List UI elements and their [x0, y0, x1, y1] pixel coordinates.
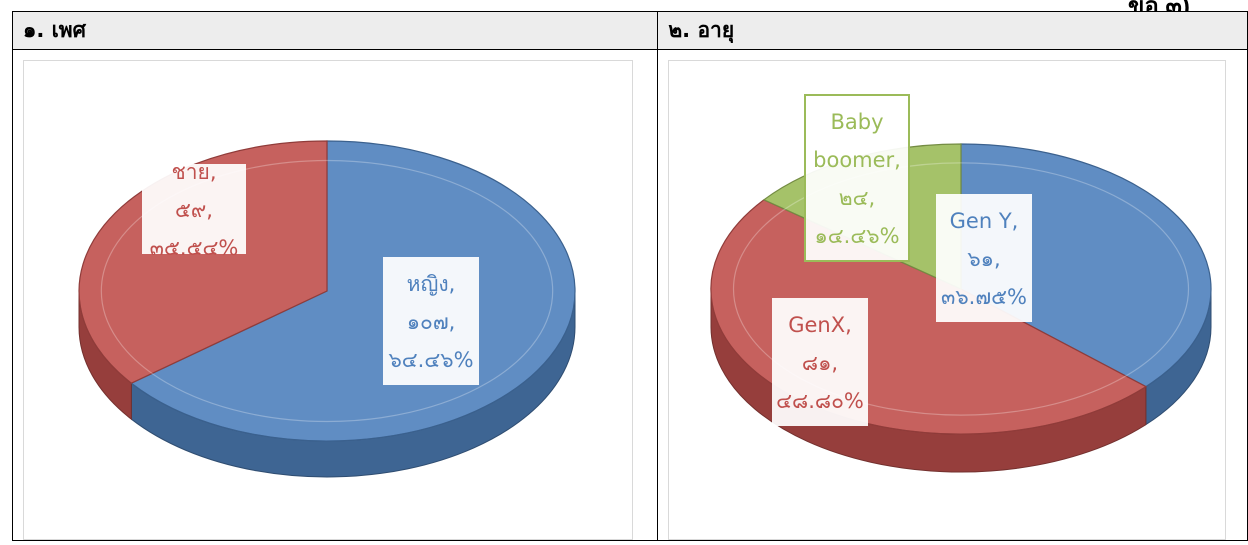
data-label-line: ๓๖.๗๕%: [941, 285, 1027, 309]
gender-pie-chart: หญิง, ๑๐๗, ๖๔.๔๖% ชาย, ๕๙, ๓๕.๕๔%: [78, 140, 576, 478]
pie-bevel-ring: [733, 162, 1190, 416]
data-label-box: [804, 94, 911, 262]
data-label-line: หญิง,: [407, 272, 456, 296]
data-label-line: ๑๐๗,: [407, 310, 456, 334]
pie-slice-1: [78, 140, 328, 384]
data-label-line: ๔๘.๘๐%: [776, 389, 864, 413]
age-chart-frame: Gen Y, ๖๑, ๓๖.๗๕% GenX, ๘๑, ๔๘.๘๐% Baby boomer,…: [668, 60, 1227, 540]
data-label-0: หญิง, ๑๐๗, ๖๔.๔๖%: [383, 257, 479, 385]
data-label-0: Gen Y, ๖๑, ๓๖.๗๕%: [936, 194, 1033, 322]
gender-cell: หญิง, ๑๐๗, ๖๔.๔๖% ชาย, ๕๙, ๓๕.๕๔%: [11, 49, 659, 541]
gender-chart-frame: หญิง, ๑๐๗, ๖๔.๔๖% ชาย, ๕๙, ๓๕.๕๔%: [23, 60, 633, 540]
data-label-line: ๖๑,: [968, 247, 1001, 271]
heading-age: ๒. อายุ: [657, 11, 1248, 50]
data-label-line: GenX,: [789, 313, 853, 337]
data-label-line: boomer,: [813, 148, 901, 172]
pie-bevel-ring: [100, 159, 554, 423]
data-label-2: Baby boomer, ๒๔, ๑๔.๔๖%: [804, 94, 911, 262]
data-label-line: ๒๔,: [839, 186, 875, 210]
data-label-line: ชาย,: [171, 160, 216, 184]
heading-gender: ๑. เพศ: [11, 11, 659, 50]
data-label-line: Baby: [831, 110, 884, 134]
age-pie-chart: Gen Y, ๖๑, ๓๖.๗๕% GenX, ๘๑, ๔๘.๘๐% Baby boomer,…: [710, 94, 1212, 473]
age-cell: Gen Y, ๖๑, ๓๖.๗๕% GenX, ๘๑, ๔๘.๘๐% Baby boomer,…: [657, 49, 1248, 541]
data-label-line: ๘๑,: [802, 351, 838, 375]
data-label-1: GenX, ๘๑, ๔๘.๘๐%: [772, 298, 869, 426]
data-label-box: [772, 298, 869, 426]
data-label-line: ๕๙,: [175, 198, 213, 222]
data-label-line: Gen Y,: [950, 209, 1019, 233]
data-label-line: ๓๕.๕๔%: [150, 236, 239, 260]
data-label-1: ชาย, ๕๙, ๓๕.๕๔%: [142, 160, 246, 260]
data-label-box: [936, 194, 1033, 322]
charts-table: ๑. เพศ ๒. อายุ หญิง, ๑๐๗, ๖๔.๔๖% ชาย, ๕๙, ๓๕.…: [11, 11, 1248, 541]
data-label-box: [142, 164, 246, 254]
data-label-line: ๖๔.๔๖%: [388, 348, 473, 372]
data-label-box: [383, 257, 479, 385]
data-label-line: ๑๔.๔๖%: [815, 224, 900, 248]
